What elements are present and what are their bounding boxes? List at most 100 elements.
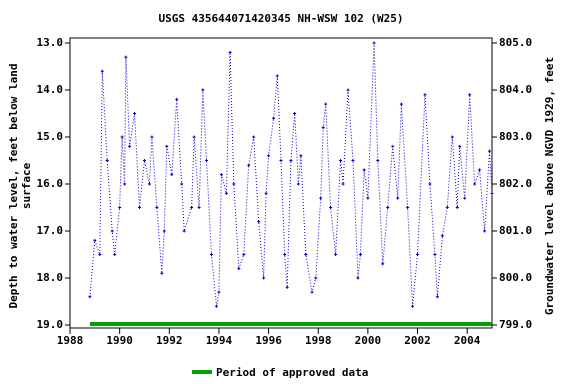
data-point — [358, 253, 362, 256]
data-point — [138, 206, 142, 209]
data-point — [366, 196, 370, 200]
data-point — [440, 234, 444, 238]
data-point — [488, 149, 492, 153]
y-tick-label: 18.0 — [37, 271, 64, 284]
data-point — [155, 206, 159, 209]
data-point — [296, 182, 300, 186]
data-point — [182, 229, 186, 233]
data-point — [237, 267, 241, 271]
y-tick-label: 17.0 — [37, 224, 64, 237]
data-point — [376, 159, 380, 162]
data-point — [252, 135, 256, 139]
data-point — [463, 196, 467, 200]
y-label-line: surface — [20, 162, 33, 209]
data-point — [272, 116, 276, 120]
x-tick-label: 1998 — [305, 334, 332, 347]
y-tick-label: 15.0 — [37, 130, 64, 143]
data-point — [267, 154, 271, 158]
data-point — [110, 229, 114, 233]
data-point — [381, 262, 385, 266]
data-point — [160, 271, 164, 275]
y-tick-label: 14.0 — [37, 83, 64, 96]
data-point — [478, 168, 482, 172]
data-point — [205, 159, 209, 162]
data-point — [283, 253, 287, 256]
data-point — [98, 253, 102, 256]
y2-tick-label: 800.0 — [499, 271, 532, 284]
y-label-line: Depth to water level, feet below land — [7, 63, 20, 308]
data-point — [314, 276, 318, 280]
data-point — [289, 159, 293, 162]
legend-label: Period of approved data — [216, 366, 368, 379]
data-point — [391, 144, 395, 148]
data-point — [433, 253, 437, 256]
data-point — [285, 285, 289, 289]
data-point — [197, 206, 201, 209]
data-point — [264, 191, 268, 195]
data-point — [416, 253, 420, 256]
data-point — [232, 182, 236, 186]
data-point — [321, 126, 325, 130]
data-point — [192, 135, 196, 139]
data-point — [224, 191, 228, 195]
data-point — [124, 55, 128, 59]
data-point — [214, 304, 218, 308]
y-tick-label: 16.0 — [37, 177, 64, 190]
data-point — [128, 144, 132, 148]
data-point — [310, 290, 314, 294]
data-point — [175, 97, 179, 101]
data-point — [356, 276, 360, 280]
data-point — [293, 112, 297, 115]
data-point — [120, 135, 124, 139]
data-point — [329, 206, 333, 209]
y2-tick-label: 804.0 — [499, 83, 532, 96]
data-point — [372, 41, 376, 45]
data-point — [217, 290, 221, 294]
y2-tick-label: 802.0 — [499, 177, 532, 190]
data-point — [190, 206, 194, 209]
x-tick-label: 2004 — [454, 334, 481, 347]
data-point — [483, 229, 487, 233]
data-point — [399, 102, 403, 106]
data-point — [334, 253, 338, 256]
data-point — [170, 173, 174, 177]
data-point — [142, 159, 146, 162]
data-point — [88, 295, 92, 299]
y2-axis-label: Groundwater level above NGVD 1929, feet — [543, 57, 556, 315]
data-point — [396, 196, 400, 200]
x-tick-label: 1996 — [255, 334, 282, 347]
data-point — [100, 69, 104, 73]
data-point — [279, 159, 283, 162]
data-point — [147, 182, 151, 186]
data-point — [386, 206, 390, 209]
data-point — [319, 196, 323, 200]
y-tick-label: 19.0 — [37, 318, 64, 331]
data-point — [242, 253, 246, 256]
data-point — [247, 163, 251, 167]
data-point — [339, 159, 343, 162]
data-point — [123, 182, 127, 186]
y-tick-label: 13.0 — [37, 36, 64, 49]
y2-tick-label: 799.0 — [499, 318, 532, 331]
data-point — [341, 182, 345, 186]
data-point — [209, 253, 213, 256]
data-point — [262, 276, 266, 280]
y-axis-label: Depth to water level, feet below land su… — [7, 63, 33, 308]
data-point — [275, 74, 279, 78]
chart-title: USGS 435644071420345 NH-WSW 102 (W25) — [158, 12, 403, 25]
data-point — [162, 229, 166, 233]
data-point — [228, 50, 232, 54]
data-point — [411, 304, 415, 308]
data-point — [346, 88, 350, 92]
data-point — [362, 168, 366, 172]
data-point — [468, 93, 472, 97]
data-point — [118, 206, 122, 209]
data-point — [257, 220, 261, 224]
data-point — [428, 182, 432, 186]
data-point — [304, 253, 308, 256]
data-point — [324, 102, 328, 106]
data-point — [406, 206, 410, 209]
y2-tick-label: 801.0 — [499, 224, 532, 237]
data-point — [201, 88, 205, 92]
